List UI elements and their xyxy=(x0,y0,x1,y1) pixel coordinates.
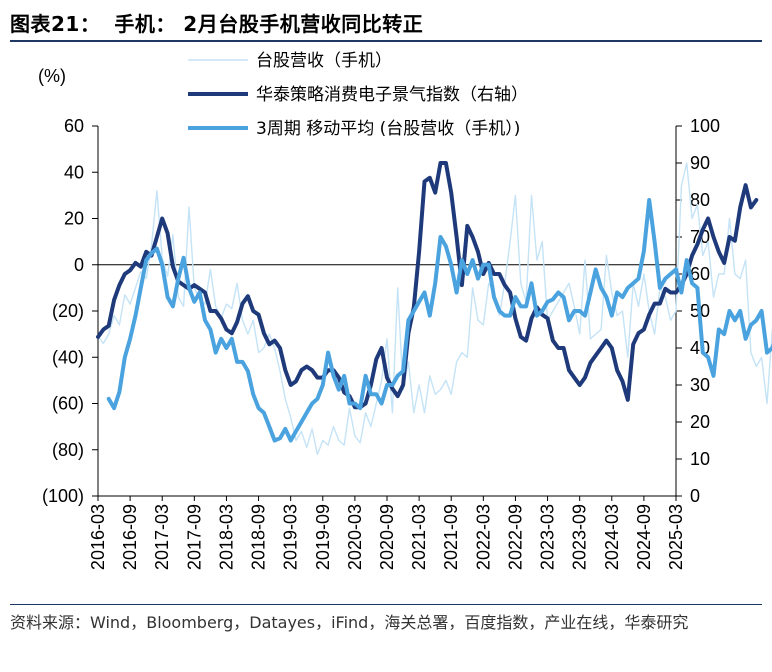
left-tick-label: (20) xyxy=(52,301,84,321)
left-tick-label: 20 xyxy=(64,209,84,229)
left-tick-label: 40 xyxy=(64,162,84,182)
series-monthly-revenue-line xyxy=(97,162,772,456)
x-tick-label: 2018-03 xyxy=(216,504,236,570)
source-note: 资料来源：Wind，Bloomberg，Datayes，iFind，海关总署，百… xyxy=(10,613,689,632)
series-consumer-electronics-index-line xyxy=(96,161,759,410)
x-tick-label: 2016-03 xyxy=(88,504,108,570)
x-tick-label: 2021-09 xyxy=(441,504,461,570)
right-tick-label: 10 xyxy=(690,449,710,469)
axes: (%)6040200(20)(40)(60)(80)(100)100908070… xyxy=(38,66,720,570)
legend: 台股营收（手机） 华泰策略消费电子景气指数（右轴） 3周期 移动平均 (台股营收（手… xyxy=(188,51,528,139)
legend-label: 华泰策略消费电子景气指数（右轴） xyxy=(256,85,528,105)
left-tick-label: (60) xyxy=(52,394,84,414)
figure-label: 图表21： xyxy=(10,12,101,36)
x-tick-label: 2016-09 xyxy=(120,504,140,570)
x-tick-label: 2020-09 xyxy=(377,504,397,570)
left-tick-label: 60 xyxy=(64,116,84,136)
line-chart: (%)6040200(20)(40)(60)(80)(100)100908070… xyxy=(38,51,772,570)
footer-divider xyxy=(10,604,762,605)
right-tick-label: 100 xyxy=(690,116,720,136)
figure-title: 图表21： 手机： 2月台股手机营收同比转正 xyxy=(10,8,423,37)
figure-header: 图表21： 手机： 2月台股手机营收同比转正 xyxy=(0,0,772,42)
x-tick-label: 2017-03 xyxy=(152,504,172,570)
x-tick-label: 2022-09 xyxy=(505,504,525,570)
x-tick-label: 2025-03 xyxy=(666,504,686,570)
right-tick-label: 30 xyxy=(690,375,710,395)
chart-title: 手机： 2月台股手机营收同比转正 xyxy=(114,12,424,36)
right-tick-label: 20 xyxy=(690,412,710,432)
left-axis-unit: (%) xyxy=(38,66,66,86)
x-tick-label: 2019-03 xyxy=(281,504,301,570)
x-tick-label: 2023-09 xyxy=(570,504,590,570)
series-moving-average-line xyxy=(106,198,772,443)
series-lines xyxy=(96,161,772,456)
right-tick-label: 90 xyxy=(690,153,710,173)
x-tick-label: 2023-03 xyxy=(538,504,558,570)
x-tick-label: 2024-09 xyxy=(634,504,654,570)
left-tick-label: 0 xyxy=(74,255,84,275)
x-tick-label: 2018-09 xyxy=(249,504,269,570)
left-tick-label: (80) xyxy=(52,440,84,460)
left-tick-label: (40) xyxy=(52,347,84,367)
legend-label: 台股营收（手机） xyxy=(256,51,392,71)
x-tick-label: 2024-03 xyxy=(602,504,622,570)
x-tick-label: 2020-03 xyxy=(345,504,365,570)
left-tick-label: (100) xyxy=(42,486,84,506)
x-tick-label: 2022-03 xyxy=(473,504,493,570)
x-tick-label: 2021-03 xyxy=(409,504,429,570)
header-divider xyxy=(10,40,762,42)
right-tick-label: 60 xyxy=(690,264,710,284)
right-tick-label: 80 xyxy=(690,190,710,210)
x-tick-label: 2017-09 xyxy=(184,504,204,570)
right-tick-label: 0 xyxy=(690,486,700,506)
legend-label: 3周期 移动平均 (台股营收（手机）) xyxy=(256,119,520,139)
x-tick-label: 2019-09 xyxy=(313,504,333,570)
